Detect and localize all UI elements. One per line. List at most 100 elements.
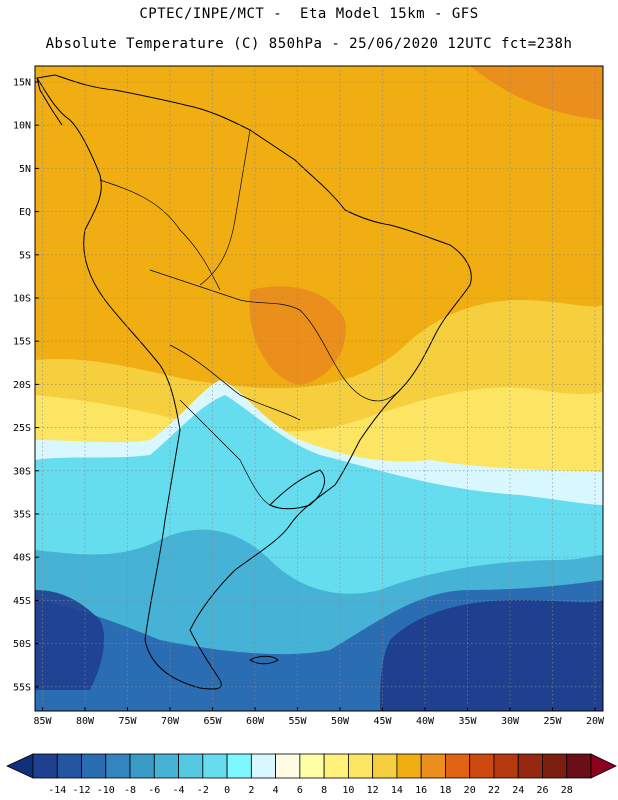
colorbar-segment <box>81 753 107 779</box>
colorbar-label: 22 <box>488 785 500 796</box>
lon-tick-label: 70W <box>161 716 180 727</box>
colorbar-segment <box>347 753 374 779</box>
colorbar-segment <box>153 753 179 779</box>
colorbar-label: -14 <box>48 785 66 796</box>
colorbar-segment <box>542 753 568 779</box>
border-segment <box>299 309 401 402</box>
lat-tick-label: 35S <box>13 510 31 521</box>
lat-tick-label: 40S <box>13 553 31 564</box>
lon-tick-label: 30W <box>501 716 520 727</box>
lon-tick-label: 55W <box>288 716 307 727</box>
colorbar-label: -4 <box>173 785 185 796</box>
map-frame <box>34 65 604 712</box>
border-segment <box>169 344 301 421</box>
colorbar-segment <box>129 753 155 779</box>
colorbar-segment <box>178 753 204 779</box>
colorbar-segment <box>372 753 398 779</box>
colorbar-segment <box>420 753 446 779</box>
lat-tick-label: 25S <box>13 423 31 434</box>
colorbar-label: 10 <box>342 785 354 796</box>
lat-tick-label: 10N <box>13 121 31 132</box>
colorbar-segment <box>469 753 495 779</box>
zone-hot-east-atlantic <box>470 66 603 120</box>
longitude-axis: 85W 80W 75W 70W 65W 60W 55W 50W 45W 40W 35W 30W 25W 2… <box>33 707 605 727</box>
lat-tick-label: 20S <box>13 380 31 391</box>
lat-lon-gridlines <box>35 66 603 711</box>
lon-tick-label: 35W <box>458 716 477 727</box>
colorbar-label: 12 <box>367 785 379 796</box>
colorbar-label: -8 <box>124 785 136 796</box>
lon-tick-label: 75W <box>118 716 137 727</box>
colorbar-label: 6 <box>297 785 303 796</box>
lon-tick-label: 50W <box>331 716 350 727</box>
colorbar-segment <box>396 753 422 779</box>
color-scale-bar <box>6 753 617 779</box>
coastlines <box>36 74 472 690</box>
colorbar-label: 2 <box>248 785 254 796</box>
colorbar-label: 24 <box>512 785 524 796</box>
border-segment <box>99 179 221 291</box>
colorbar-segment <box>202 753 228 779</box>
uruguay-border <box>269 469 325 510</box>
colorbar-label: 4 <box>273 785 279 796</box>
colorbar-label: 14 <box>391 785 403 796</box>
lon-tick-label: 20W <box>586 716 605 727</box>
border-segment <box>199 129 251 286</box>
colorbar-segment <box>566 753 592 779</box>
lat-tick-label: 55S <box>13 682 31 693</box>
color-scale-labels: -14 -12 -10 -8 -6 -4 -2 0 2 4 6 8 10 12 14 16 18 20 22 24 26… <box>48 785 573 796</box>
chart-title: CPTEC/INPE/MCT - Eta Model 15km - GFS <box>139 6 479 22</box>
colorbar-label: 16 <box>415 785 427 796</box>
south-america-outline <box>36 74 472 690</box>
colorbar-segment <box>299 753 325 779</box>
lat-tick-label: 10S <box>13 294 31 305</box>
zone-coldest-west <box>35 590 105 690</box>
lat-tick-label: 30S <box>13 466 31 477</box>
lat-tick-label: 5S <box>19 250 31 261</box>
colorbar-label: -6 <box>148 785 160 796</box>
lat-tick-label: 5N <box>19 164 31 175</box>
lon-tick-label: 45W <box>373 716 392 727</box>
lat-tick-label: 15N <box>13 78 31 89</box>
colorbar-segment <box>56 753 82 779</box>
temperature-field <box>35 66 603 711</box>
colorbar-segment <box>226 753 252 779</box>
chart-subtitle: Absolute Temperature (C) 850hPa - 25/06/… <box>45 36 573 52</box>
colorbar-label: 0 <box>224 785 230 796</box>
colorbar-overflow-arrow <box>590 753 617 779</box>
lon-tick-label: 85W <box>33 716 52 727</box>
colorbar-label: 28 <box>561 785 573 796</box>
colorbar-segment <box>445 753 471 779</box>
colorbar-label: -10 <box>97 785 115 796</box>
latitude-axis: 15N 10N 5N EQ 5S 10S 15S 20S 25S 30S 35S 40S 45S 50S 5… <box>13 78 39 693</box>
lon-tick-label: 60W <box>246 716 265 727</box>
colorbar-label: -2 <box>197 785 209 796</box>
lat-tick-label: 45S <box>13 596 31 607</box>
colorbar-segment <box>275 753 301 779</box>
lat-tick-label: 50S <box>13 639 31 650</box>
colorbar-segment <box>493 753 519 779</box>
colorbar-segment <box>105 753 131 779</box>
central-america-outline <box>36 77 63 126</box>
colorbar-segment <box>517 753 543 779</box>
colorbar-segment <box>323 753 349 779</box>
falkland-islands <box>248 655 279 665</box>
lon-tick-label: 80W <box>76 716 95 727</box>
colorbar-underflow-arrow <box>6 753 34 779</box>
border-segment <box>179 399 271 506</box>
colorbar-label: -12 <box>72 785 90 796</box>
colorbar-segment <box>250 753 277 779</box>
colorbar-label: 26 <box>536 785 548 796</box>
lon-tick-label: 25W <box>543 716 562 727</box>
border-segment <box>149 269 301 311</box>
colorbar-label: 8 <box>321 785 327 796</box>
lat-tick-label: EQ <box>19 207 31 218</box>
colorbar-label: 18 <box>439 785 451 796</box>
lon-tick-label: 40W <box>416 716 435 727</box>
colorbar-segment <box>32 753 58 779</box>
lat-tick-label: 15S <box>13 337 31 348</box>
lon-tick-label: 65W <box>203 716 222 727</box>
country-borders <box>99 129 401 506</box>
colorbar-label: 20 <box>464 785 476 796</box>
